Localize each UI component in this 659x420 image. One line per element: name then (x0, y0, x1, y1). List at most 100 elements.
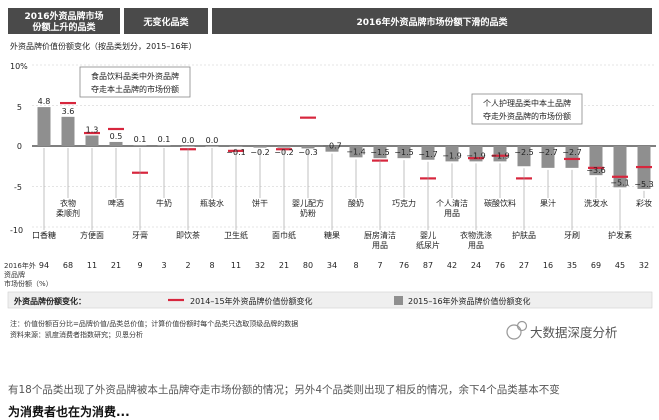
footnote: 注：价值份额百分比=品牌价值/品类总价值；计算价值份额时每个品类只选取顶级品牌的… (10, 319, 298, 328)
value-label: 4.8 (38, 97, 51, 106)
bar-2015-16 (37, 107, 51, 146)
legend-bg (7, 291, 653, 309)
watermark-text: 大数据深度分析 (530, 325, 618, 340)
bar-2015-16 (397, 146, 411, 159)
bar-2015-16 (205, 146, 219, 147)
share-2016-value: 8 (353, 261, 358, 270)
annotation-care-box (471, 93, 583, 125)
category-label: 牙刷 (564, 231, 580, 240)
share-2016-value: 9 (137, 261, 142, 270)
category-label: 碳酸饮料 (484, 198, 516, 208)
bar-2015-16 (349, 146, 363, 158)
share-2016-value: 21 (111, 261, 121, 270)
share-2016-value: 69 (591, 261, 601, 270)
share-2016-value: 7 (377, 261, 382, 270)
cut-off-heading: 为消费者也在为消费... (8, 405, 130, 419)
header-up-line2: 份额上升的品类 (32, 21, 96, 33)
category-share-chart: 2016外资品牌市场 份额上升的品类 无变化品类 2016年外资品牌市场份额下滑… (4, 8, 656, 340)
annotation-food-line2: 夺走本土品牌的市场份额 (91, 84, 179, 94)
bar-2015-16 (421, 146, 435, 160)
value-label: 0.5 (110, 132, 123, 141)
share-2016-value: 94 (39, 261, 49, 270)
header-up-bg (8, 8, 120, 34)
bar-2015-16 (157, 145, 171, 146)
y-tick-minus5: -5 (14, 183, 22, 192)
bar-2015-16 (181, 146, 195, 147)
bar-2015-16 (373, 146, 387, 159)
share-2016-value: 76 (399, 261, 409, 270)
share-2016-value: 32 (639, 261, 649, 270)
share-2016-value: 24 (471, 261, 481, 270)
value-label: −2.5 (514, 148, 533, 157)
annotation-food-line1: 食品饮料品类中外资品牌 (91, 71, 179, 81)
bar-2015-16 (85, 135, 99, 146)
value-label: 3.6 (62, 107, 75, 116)
bar-2015-16 (109, 141, 123, 146)
header-flat-bg (124, 8, 208, 34)
chart-subtitle: 外资品牌价值份额变化（按品类划分，2015–16年） (10, 41, 197, 51)
share-2016-value: 68 (63, 261, 73, 270)
share-row-label-1: 2016年外 (4, 261, 36, 270)
category-label: 婴儿配方 (292, 198, 324, 208)
value-label: −1.9 (442, 151, 461, 160)
category-label: 即饮茶 (176, 230, 200, 240)
category-label: 饼干 (252, 198, 268, 208)
category-label: 口香糖 (32, 230, 56, 240)
value-label: −3.6 (586, 166, 605, 175)
share-2016-value: 45 (615, 261, 625, 270)
share-2016-value: 42 (447, 261, 457, 270)
share-2016-value: 11 (87, 261, 97, 270)
category-label: 酸奶 (348, 198, 364, 208)
value-label: 0.0 (206, 136, 219, 145)
category-label: 婴儿 (420, 231, 436, 240)
category-label: 用品 (444, 209, 460, 218)
category-label: 果汁 (540, 198, 556, 208)
share-2016-value: 11 (231, 261, 241, 270)
category-label: 护发素 (608, 230, 632, 240)
share-2016-value: 80 (303, 261, 313, 270)
category-label: 巧克力 (392, 198, 416, 208)
category-label: 洗发水 (584, 198, 608, 208)
share-2016-value: 27 (519, 261, 529, 270)
y-tick-0: 0 (17, 142, 22, 151)
category-label: 用品 (468, 241, 484, 250)
legend-title: 外资品牌份额变化： (14, 296, 86, 306)
category-label: 瓶装水 (200, 198, 224, 208)
bar-2015-16 (565, 146, 579, 168)
category-label: 用品 (372, 241, 388, 250)
share-row-label-2: 资品牌 (4, 270, 25, 279)
bar-2015-16 (277, 146, 291, 148)
share-2016-value: 16 (543, 261, 553, 270)
share-2016-value: 32 (255, 261, 265, 270)
category-label: 卫生纸 (224, 230, 248, 240)
category-label: 牙膏 (132, 230, 148, 240)
value-label: −1.7 (418, 150, 437, 159)
share-2016-value: 21 (279, 261, 289, 270)
bar-2015-16 (301, 146, 315, 149)
value-label: −0.7 (322, 142, 341, 151)
bar-2015-16 (325, 146, 339, 152)
category-label: 衣物 (60, 198, 76, 208)
share-2016-value: 34 (327, 261, 337, 270)
share-2016-value: 3 (161, 261, 166, 270)
category-label: 柔顺剂 (56, 208, 80, 218)
share-values-group: 94 68 11 21 9 3 2 8 11 32 21 80 34 8 7 76 87 42 24 76 27 16 35… (39, 261, 649, 270)
value-label: −1.5 (370, 148, 389, 157)
share-row-label-3: 市场份额（%） (4, 279, 53, 288)
caption-text: 有18个品类出现了外资品牌被本土品牌夺走市场份额的情况；另外4个品类则出现了相反… (8, 384, 560, 396)
value-label: −2.7 (562, 148, 581, 157)
header-up-line1: 2016外资品牌市场 (24, 10, 103, 22)
category-label: 方便面 (80, 230, 104, 240)
value-label: 1.3 (86, 125, 99, 134)
category-label: 厨房清洁 (364, 230, 396, 240)
value-label: −1.9 (490, 151, 509, 160)
watermark-icon (506, 324, 522, 340)
value-label: −5.1 (610, 178, 629, 187)
bar-2015-16 (517, 146, 531, 167)
category-label: 纸尿片 (416, 240, 440, 250)
annotation-care-line2: 夺走外资品牌的市场份额 (483, 111, 571, 121)
legend-bar-label: 2015–16年外资品牌价值份额变化 (408, 296, 531, 306)
category-label: 奶粉 (300, 208, 316, 218)
category-label: 糖果 (324, 230, 340, 240)
y-tick-5: 5 (17, 103, 22, 112)
